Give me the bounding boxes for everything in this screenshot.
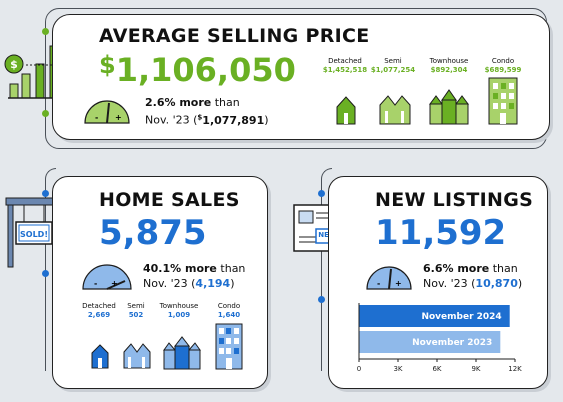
avg-price-pct: 2.6% more: [145, 96, 212, 109]
new-listings-value: 11,592: [375, 213, 507, 253]
avg-price-prev: Nov. '23 (: [145, 113, 198, 127]
x-tick-label-0: 0: [357, 365, 361, 373]
dot-top-2: [42, 110, 49, 117]
connector-left: [45, 168, 56, 371]
semi-house-icon: [379, 95, 411, 125]
avg-price-number: 1,106,050: [115, 51, 296, 89]
avg-type-label-townhouse: Townhouse: [429, 57, 469, 65]
condo-building-icon: [488, 77, 518, 125]
home-sales-prev-close: ): [230, 277, 235, 290]
avg-price-than: than: [211, 96, 240, 109]
sold-sign-icon: [5, 197, 71, 268]
svg-text:+: +: [395, 279, 402, 288]
townhouse-icon: [429, 89, 469, 125]
sales-type-value-detached: 2,669: [87, 311, 111, 319]
x-tick-label-2: 6K: [432, 365, 441, 373]
dot-left-2: [42, 270, 49, 277]
new-listings-prev-close: ): [517, 277, 523, 290]
home-sales-pct: 40.1% more: [143, 262, 217, 275]
sales-type-value-condo: 1,640: [217, 311, 241, 319]
home-sales-than: than: [216, 262, 246, 275]
avg-price-delta: 2.6% more than Nov. '23 ($1,077,891): [145, 95, 345, 128]
avg-type-value-townhouse: $892,304: [430, 66, 468, 74]
detached-house-icon: [336, 96, 356, 125]
x-tick-label-3: 9K: [471, 365, 480, 373]
new-listings-than: than: [489, 262, 518, 275]
avg-type-label-detached: Detached: [328, 57, 362, 65]
new-listings-pct: 6.6% more: [423, 262, 490, 275]
avg-price-prev-value: 1,077,891: [202, 113, 265, 127]
avg-type-value-semi: $1,077,254: [370, 66, 416, 74]
sales-townhouse-icon: [163, 336, 201, 370]
dot-left-1: [42, 190, 49, 197]
home-sales-card: HOME SALES 5,875 - + 40.1% more than Nov…: [52, 176, 268, 389]
svg-text:+: +: [115, 113, 122, 122]
bar-0: [359, 305, 510, 327]
sales-type-label-townhouse: Townhouse: [159, 302, 199, 310]
avg-price-dollar: $: [99, 51, 116, 79]
home-sales-prev: Nov. '23 (: [143, 277, 196, 290]
bar-label-0: November 2024: [421, 312, 501, 322]
listings-gauge-icon: - +: [366, 266, 412, 290]
new-listings-delta: 6.6% more than Nov. '23 (10,870): [423, 261, 547, 291]
svg-text:+: +: [111, 279, 118, 288]
new-listings-prev-value: 10,870: [475, 277, 518, 290]
avg-price-title: AVERAGE SELLING PRICE: [99, 25, 370, 47]
home-sales-delta: 40.1% more than Nov. '23 (4,194): [143, 261, 267, 291]
home-sales-title: HOME SALES: [99, 189, 240, 211]
sales-type-label-condo: Condo: [217, 302, 241, 310]
avg-type-label-semi: Semi: [384, 57, 402, 65]
svg-text:$: $: [10, 58, 18, 71]
sales-type-label-detached: Detached: [82, 302, 116, 310]
sales-type-value-townhouse: 1,009: [167, 311, 191, 319]
dot-right-1: [318, 190, 325, 197]
svg-text:-: -: [94, 279, 97, 288]
listings-bar-chart: November 2024 November 2023 0 3K 6K 9K 12K: [357, 303, 522, 373]
sales-type-label-semi: Semi: [127, 302, 145, 310]
x-tick-label-4: 12K: [508, 365, 522, 373]
sales-semi-house-icon: [123, 343, 151, 369]
sales-type-value-semi: 502: [128, 311, 144, 319]
connector-right: [321, 168, 332, 371]
bar-label-1: November 2023: [412, 338, 492, 348]
x-tick-label-1: 3K: [393, 365, 402, 373]
new-listings-card: NEW LISTINGS 11,592 - + 6.6% more than N…: [328, 176, 548, 389]
avg-type-label-condo: Condo: [491, 57, 515, 65]
avg-price-prev-close: ): [264, 113, 269, 127]
avg-type-value-condo: $689,599: [484, 66, 522, 74]
sales-condo-building-icon: [215, 323, 243, 370]
sales-gauge-icon: - +: [82, 264, 132, 290]
avg-price-value: $1,106,050: [99, 51, 296, 89]
price-gauge-icon: - +: [84, 100, 130, 124]
dot-right-2: [318, 296, 325, 303]
home-sales-value: 5,875: [99, 213, 207, 253]
dot-top-1: [42, 28, 49, 35]
svg-text:-: -: [377, 279, 380, 288]
sales-detached-house-icon: [91, 344, 109, 369]
sold-sign-text: SOLD!: [20, 230, 48, 239]
new-listings-prev: Nov. '23 (: [423, 277, 476, 290]
avg-price-prev-dollar: $: [197, 113, 203, 121]
home-sales-prev-value: 4,194: [195, 277, 231, 290]
new-listings-title: NEW LISTINGS: [375, 189, 534, 211]
bar-1: [359, 331, 501, 353]
average-selling-price-card: AVERAGE SELLING PRICE $1,106,050 - + 2.6…: [52, 14, 550, 140]
avg-type-value-detached: $1,452,518: [322, 66, 368, 74]
svg-text:-: -: [95, 113, 98, 122]
